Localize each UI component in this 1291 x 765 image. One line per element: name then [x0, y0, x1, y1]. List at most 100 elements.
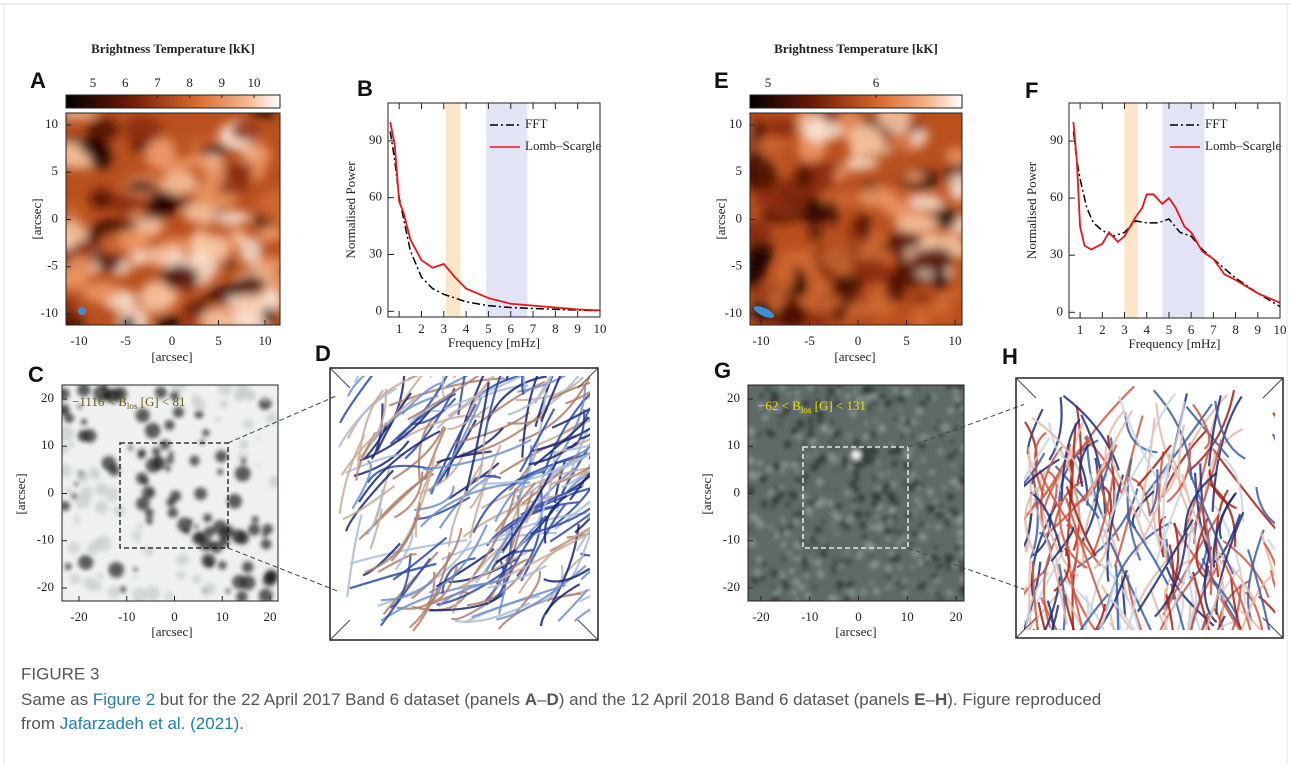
image-speck [790, 460, 799, 469]
image-blob [857, 186, 897, 208]
image-speck [832, 487, 837, 491]
image-speck [912, 582, 916, 586]
x-tick-label: 3 [441, 321, 448, 336]
image-blob [775, 261, 795, 294]
image-speck [238, 439, 249, 450]
image-blob [750, 220, 774, 245]
y-tick-label: 60 [369, 189, 382, 204]
shaded-band [1124, 103, 1138, 318]
field-line [1093, 528, 1109, 570]
caption-link[interactable]: Jafarzadeh et al. (2021) [60, 714, 240, 733]
image-speck [113, 504, 126, 517]
image-blob [819, 246, 856, 270]
field-line [1032, 629, 1035, 630]
field-line [452, 376, 457, 379]
image-blob [825, 199, 839, 227]
image-speck [851, 503, 856, 508]
image-speck [199, 439, 205, 445]
caption-line: from Jafarzadeh et al. (2021). [21, 714, 244, 733]
image-speck [78, 554, 94, 570]
image-blob [903, 169, 925, 183]
image-blob [910, 305, 932, 325]
caption-link[interactable]: Figure 2 [93, 690, 155, 709]
image-speck [925, 394, 933, 402]
image-speck [206, 560, 214, 568]
field-line [428, 397, 483, 493]
image-speck [901, 589, 909, 596]
field-line [353, 440, 410, 478]
field-line [548, 381, 590, 402]
image-speck [164, 465, 171, 472]
image-blob [805, 159, 837, 184]
field-line [1065, 497, 1107, 612]
field-line [1024, 513, 1033, 548]
image-speck [937, 420, 942, 424]
image-speck [869, 524, 876, 531]
caption-text: ) and the 12 April 2018 Band 6 dataset (… [559, 690, 914, 709]
image-speck [768, 399, 775, 407]
image-speck [97, 572, 104, 579]
image-speck [874, 523, 884, 533]
image-speck [133, 575, 138, 580]
image-speck [800, 400, 806, 407]
image-speck [194, 487, 207, 501]
x-tick-label: 8 [552, 321, 559, 336]
image-blob [202, 158, 226, 189]
field-line [1024, 572, 1043, 596]
x-tick-label: -5 [120, 333, 131, 348]
image-speck [945, 385, 953, 390]
field-line [1067, 546, 1085, 630]
field-line [533, 419, 590, 448]
image-blob [256, 189, 280, 223]
field-line [441, 376, 445, 398]
image-blob [156, 314, 182, 325]
field-line [1207, 395, 1222, 467]
image-blob [66, 313, 85, 325]
image-speck [836, 385, 843, 389]
field-line [1034, 486, 1060, 552]
image-speck [761, 414, 769, 422]
image-speck [172, 406, 184, 418]
image-speck [826, 387, 836, 396]
field-line [1046, 600, 1055, 630]
image-blob [237, 163, 254, 179]
image-speck [855, 385, 860, 388]
image-speck [924, 560, 930, 566]
field-line [1024, 452, 1046, 485]
x-tick-label: 0 [171, 609, 178, 624]
field-line [457, 376, 466, 416]
image-speck [168, 451, 174, 457]
image-speck [789, 492, 798, 501]
field-line [1040, 445, 1063, 528]
y-tick-label: -10 [725, 305, 742, 320]
field-line [1066, 523, 1079, 579]
frame [1015, 377, 1284, 639]
field-line [1113, 507, 1133, 568]
image-speck [835, 468, 839, 472]
field-line [340, 392, 421, 476]
field-line [372, 394, 439, 442]
field-line [483, 376, 502, 437]
image-speck [937, 448, 944, 455]
image-speck [868, 431, 877, 439]
image-speck [767, 407, 773, 413]
x-tick-label: 2 [418, 321, 425, 336]
image-speckle [748, 385, 964, 601]
field-line [1240, 574, 1273, 630]
image-speck [760, 500, 768, 508]
field-line [356, 389, 385, 473]
image-speck [853, 510, 863, 519]
field-line [514, 449, 556, 551]
x-tick-label: -10 [752, 333, 769, 348]
plot-frame [1068, 102, 1281, 319]
image-speck [922, 433, 929, 440]
field-line [1213, 513, 1242, 564]
field-line [524, 482, 542, 524]
caption-panel: H [935, 690, 947, 709]
image-blob [920, 232, 951, 251]
image-speck [771, 496, 780, 505]
image-speck [852, 498, 857, 504]
image-speck [782, 579, 787, 584]
field-line [1187, 523, 1202, 630]
